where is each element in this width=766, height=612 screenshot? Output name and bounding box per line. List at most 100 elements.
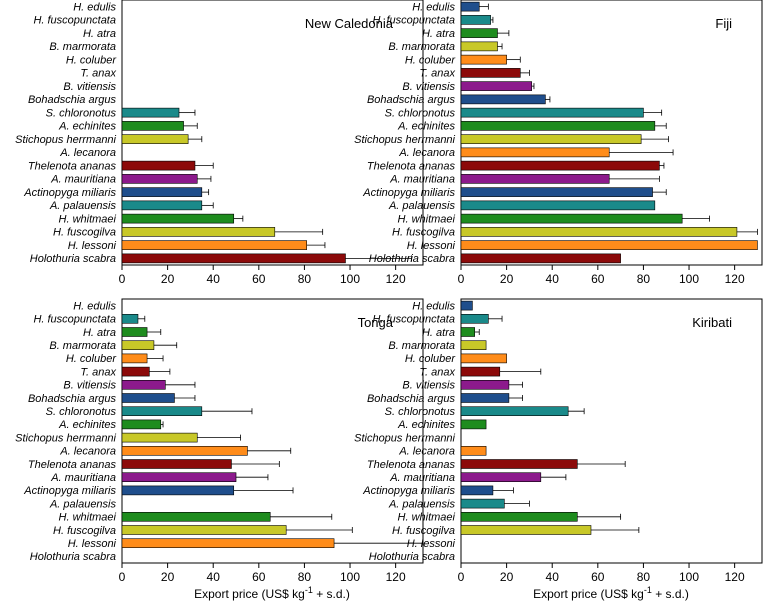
bar: [121, 485, 235, 496]
bar: [460, 200, 656, 211]
category-label: A. palauensis: [388, 498, 456, 510]
bar: [460, 94, 546, 105]
bar: [121, 327, 148, 337]
tick-label: 80: [298, 570, 312, 584]
bar: [460, 485, 494, 496]
category-label: H. fuscopunctata: [33, 314, 116, 326]
category-label: H. fuscogilva: [53, 525, 116, 537]
category-label: H. fuscogilva: [392, 227, 455, 239]
x-axis-label: Export price (US$ kg-1 + s.d.): [194, 585, 350, 601]
plot-frame: [121, 0, 424, 266]
category-label: B. marmorata: [49, 41, 116, 53]
bar: [460, 147, 610, 158]
category-label: T. anax: [419, 68, 455, 80]
category-label: H. whitmaei: [59, 512, 117, 524]
category-label: H. atra: [422, 327, 455, 339]
bar: [121, 187, 203, 197]
tick-label: 20: [500, 570, 514, 584]
category-label: A. lecanora: [59, 446, 116, 458]
category-label: T. anax: [80, 366, 116, 378]
tick-label: 0: [458, 272, 465, 286]
bar: [121, 107, 180, 118]
category-label: H. fuscogilva: [392, 525, 455, 537]
bar: [460, 498, 505, 509]
bar: [460, 227, 738, 237]
category-label: H. edulis: [412, 1, 455, 13]
category-label: A. lecanora: [398, 147, 455, 159]
category-label: A. echinites: [58, 419, 116, 431]
tick-label: 120: [725, 570, 745, 584]
category-label: Actinopyga miliaris: [362, 187, 455, 199]
bar: [460, 525, 592, 535]
bar: [121, 393, 175, 403]
category-label: H. fuscogilva: [53, 227, 116, 239]
bar: [460, 512, 578, 522]
bar: [460, 253, 621, 264]
bar: [121, 227, 276, 237]
category-label: Thelenota ananas: [28, 160, 117, 172]
bar: [460, 406, 569, 416]
bar: [460, 459, 578, 469]
bar: [460, 327, 475, 337]
tick-label: 0: [119, 570, 126, 584]
tick-label: 80: [637, 272, 651, 286]
bar: [121, 200, 203, 211]
category-label: T. anax: [80, 68, 116, 80]
bar: [121, 240, 307, 250]
bar: [460, 187, 653, 197]
category-label: H. fuscopunctata: [372, 314, 455, 326]
bar: [121, 253, 346, 264]
tick-label: 40: [207, 272, 221, 286]
category-label: S. chloronotus: [385, 107, 456, 119]
bar: [460, 213, 683, 224]
bar: [121, 380, 166, 390]
bar: [121, 406, 203, 416]
bar: [121, 419, 162, 430]
tick-label: 60: [252, 570, 266, 584]
bar: [460, 240, 758, 250]
bar: [121, 121, 184, 131]
bar: [460, 419, 487, 430]
category-label: H. whitmaei: [398, 213, 456, 225]
category-label: H. lessoni: [407, 240, 456, 252]
tick-label: 100: [340, 272, 360, 286]
tick-label: 40: [207, 570, 221, 584]
tick-label: 60: [591, 570, 605, 584]
category-label: H. lessoni: [407, 538, 456, 550]
tick-label: 120: [725, 272, 745, 286]
tick-label: 80: [637, 570, 651, 584]
tick-label: 80: [298, 272, 312, 286]
bar: [121, 538, 335, 548]
plot-frame: [460, 0, 763, 266]
category-label: Stichopus herrmanni: [354, 432, 455, 444]
panel-title: New Caledonia: [305, 16, 394, 31]
category-label: A. palauensis: [388, 200, 456, 212]
category-label: H. whitmaei: [59, 213, 117, 225]
bar: [121, 353, 148, 364]
tick-label: 20: [161, 272, 175, 286]
category-label: H. atra: [83, 327, 116, 339]
category-label: H. coluber: [66, 54, 117, 66]
category-label: Thelenota ananas: [367, 160, 456, 172]
category-label: A. mauritiana: [389, 472, 455, 484]
bar: [121, 525, 287, 535]
category-label: B. marmorata: [388, 340, 455, 352]
category-label: Holothuria scabra: [30, 551, 116, 563]
category-label: Holothuria scabra: [369, 253, 455, 265]
tick-label: 100: [679, 272, 699, 286]
category-label: T. anax: [419, 366, 455, 378]
category-label: Actinopyga miliaris: [23, 485, 116, 497]
category-label: Holothuria scabra: [369, 551, 455, 563]
bar: [460, 41, 498, 52]
bar: [121, 314, 139, 324]
tick-label: 100: [340, 570, 360, 584]
bar: [121, 459, 232, 469]
category-label: Actinopyga miliaris: [23, 187, 116, 199]
category-label: H. edulis: [73, 300, 116, 312]
category-label: Bohadschia argus: [367, 393, 456, 405]
bar: [460, 340, 487, 350]
bar: [460, 314, 489, 324]
bar: [460, 300, 473, 311]
